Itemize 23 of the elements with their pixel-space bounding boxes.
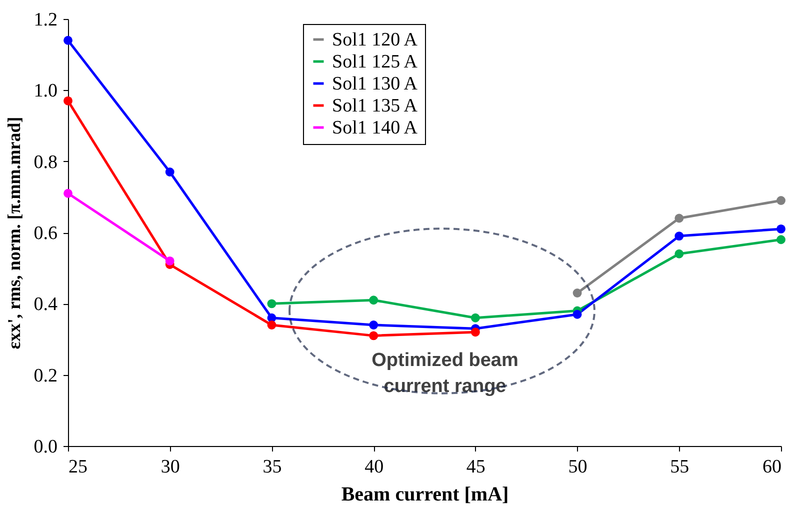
- x-axis-title: Beam current [mA]: [341, 484, 509, 506]
- x-tick-label: 25: [68, 456, 88, 478]
- x-tick-label: 40: [364, 456, 384, 478]
- x-tick-label: 50: [568, 456, 588, 478]
- y-tick-label: 1.0: [34, 80, 58, 102]
- x-tick-label: 55: [670, 456, 690, 478]
- y-tick-label: 1.2: [34, 10, 58, 30]
- annotation: Optimized beam current range: [372, 350, 518, 397]
- x-tick-label: 45: [466, 456, 486, 478]
- y-tick-label: 0.4: [34, 294, 58, 316]
- legend-label: Sol1 135 A: [332, 96, 418, 116]
- legend-label: Sol1 120 A: [332, 30, 418, 50]
- y-tick-label: 0.2: [34, 365, 58, 386]
- y-tick-label: 0.6: [34, 223, 58, 244]
- legend-label: Sol1 125 A: [332, 52, 418, 72]
- x-tick-label: 60: [762, 456, 782, 478]
- x-tick-label: 35: [262, 456, 282, 478]
- y-axis-title: εxx', rms, norm. [π.mm.mrad]: [4, 116, 24, 350]
- legend-label: Sol1 130 A: [332, 74, 418, 94]
- y-tick-label: 0.0: [34, 436, 58, 458]
- x-tick-label: 30: [160, 456, 180, 478]
- y-tick-label: 0.8: [34, 152, 58, 173]
- legend-label: Sol1 140 A: [332, 118, 418, 138]
